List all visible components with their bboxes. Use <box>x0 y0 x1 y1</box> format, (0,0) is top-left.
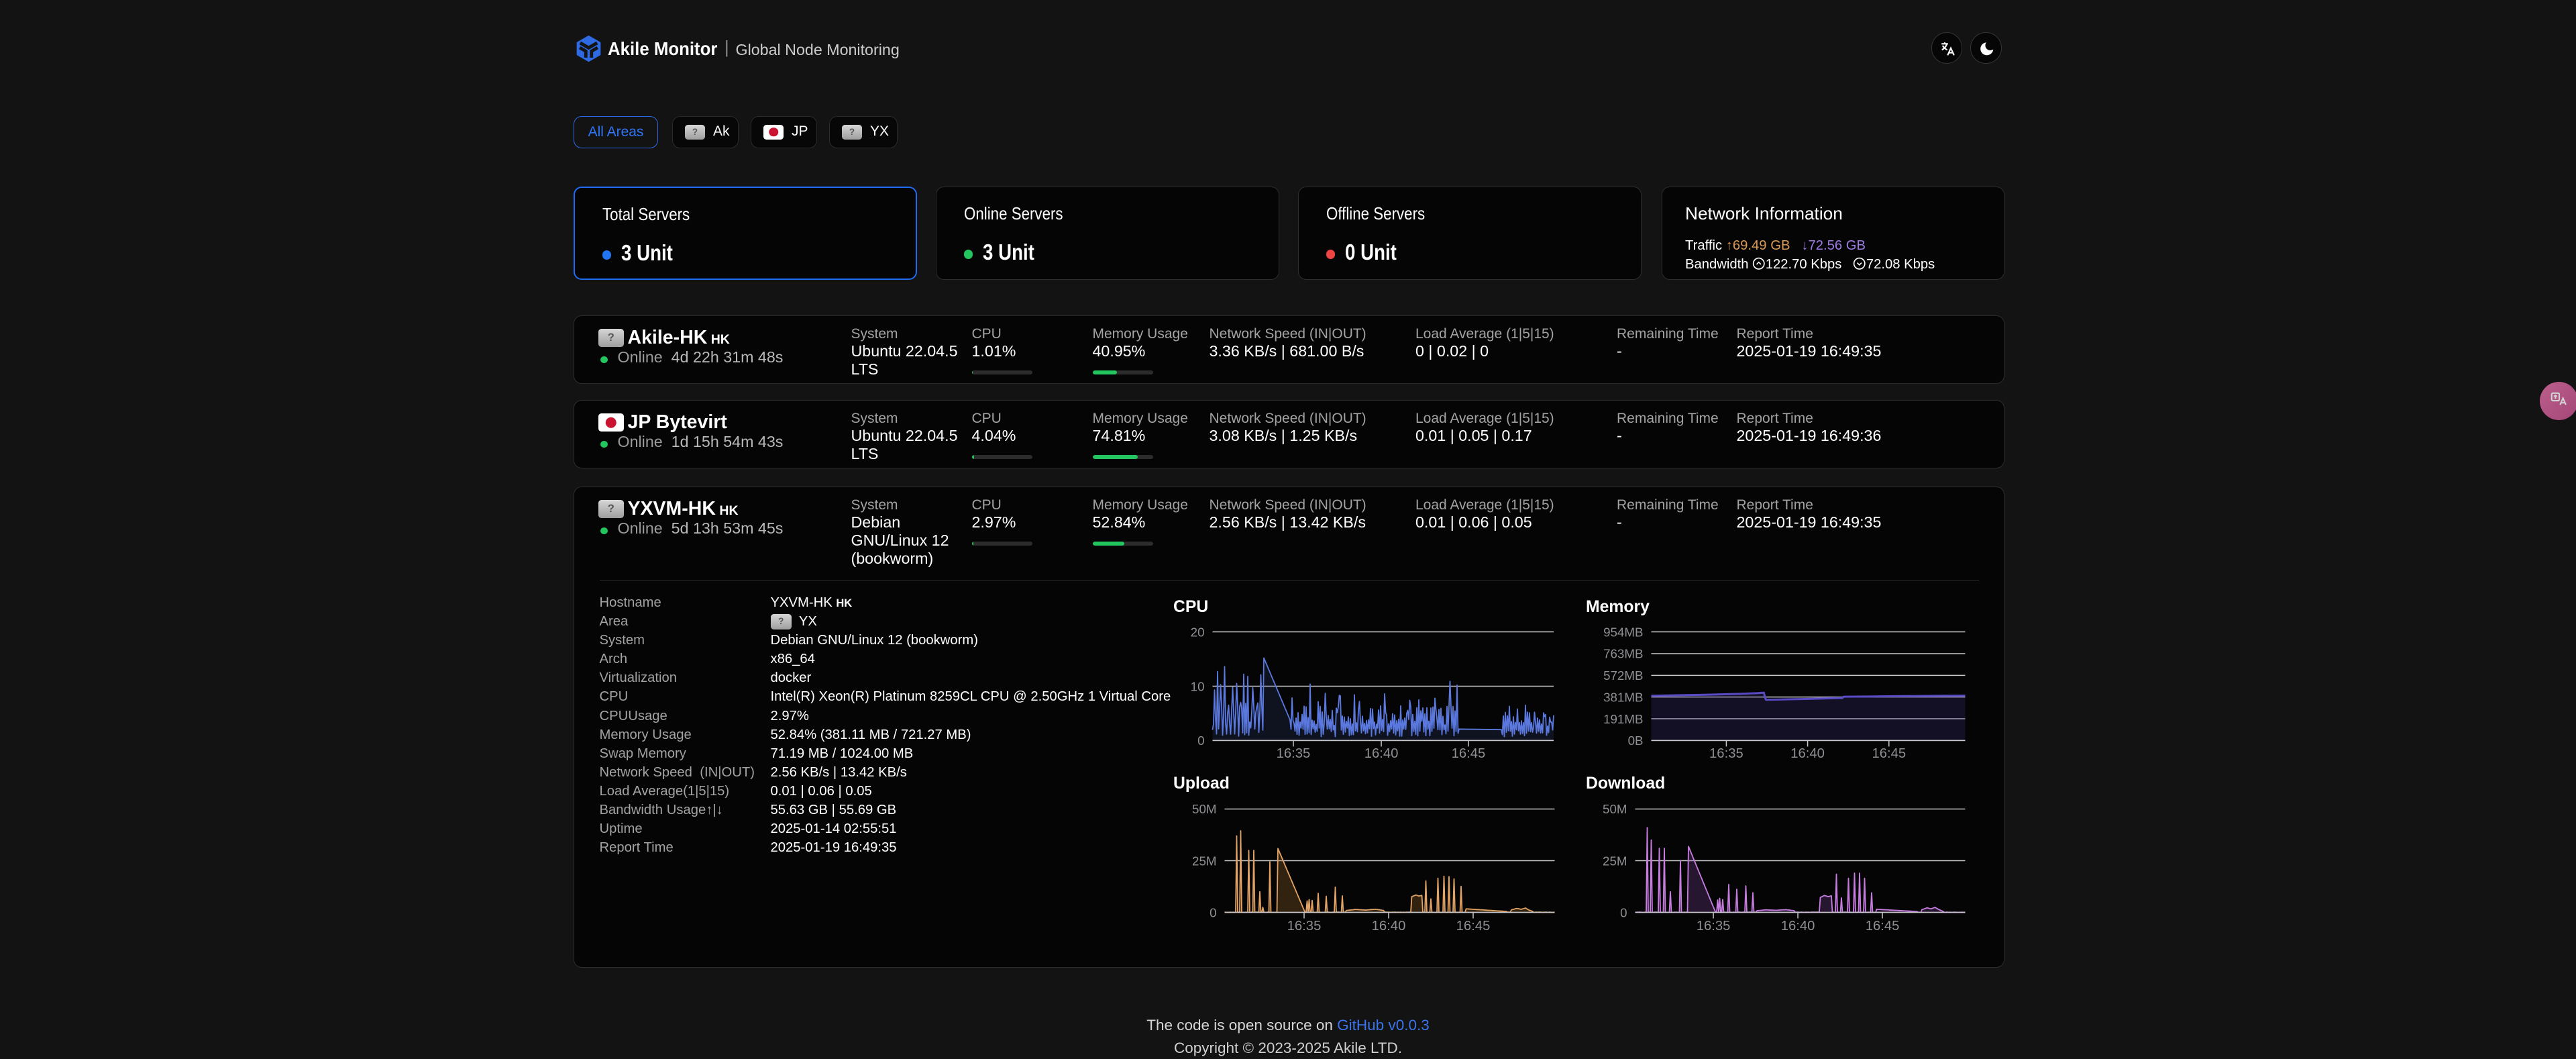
svg-text:381MB: 381MB <box>1603 690 1643 704</box>
svg-text:16:35: 16:35 <box>1277 746 1311 761</box>
svg-text:191MB: 191MB <box>1603 712 1643 726</box>
svg-text:16:40: 16:40 <box>1364 746 1399 761</box>
svg-text:16:40: 16:40 <box>1790 746 1825 761</box>
svg-text:Memory: Memory <box>1586 598 1650 616</box>
svg-text:25M: 25M <box>1603 854 1627 868</box>
svg-text:16:35: 16:35 <box>1287 918 1322 933</box>
svg-text:763MB: 763MB <box>1603 647 1643 661</box>
svg-text:0B: 0B <box>1628 734 1644 748</box>
svg-text:16:45: 16:45 <box>1452 746 1486 761</box>
svg-text:0: 0 <box>1210 905 1216 919</box>
svg-text:0: 0 <box>1197 734 1204 748</box>
svg-text:572MB: 572MB <box>1603 668 1643 683</box>
svg-text:0: 0 <box>1620 905 1627 919</box>
svg-text:Download: Download <box>1586 774 1665 793</box>
svg-text:16:35: 16:35 <box>1697 918 1731 933</box>
svg-text:25M: 25M <box>1192 854 1216 868</box>
svg-text:50M: 50M <box>1603 802 1627 816</box>
svg-text:16:45: 16:45 <box>1456 918 1491 933</box>
svg-text:CPU: CPU <box>1173 598 1208 616</box>
svg-text:16:35: 16:35 <box>1709 746 1743 761</box>
svg-text:954MB: 954MB <box>1603 625 1643 639</box>
svg-text:16:45: 16:45 <box>1866 918 1900 933</box>
svg-text:Upload: Upload <box>1173 774 1230 793</box>
svg-text:50M: 50M <box>1192 802 1216 816</box>
svg-text:16:45: 16:45 <box>1872 746 1906 761</box>
svg-text:20: 20 <box>1191 625 1205 639</box>
svg-text:16:40: 16:40 <box>1781 918 1815 933</box>
svg-text:16:40: 16:40 <box>1372 918 1406 933</box>
svg-text:10: 10 <box>1191 679 1205 693</box>
